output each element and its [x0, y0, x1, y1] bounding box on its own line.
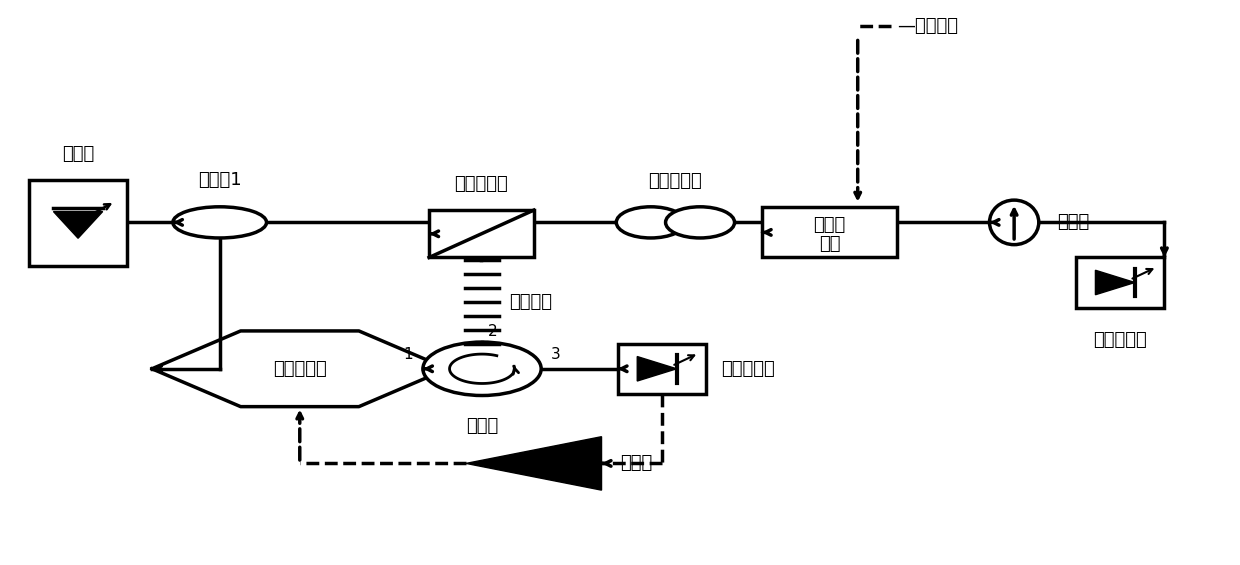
Text: 偏振调: 偏振调: [813, 216, 846, 233]
Text: 光纤光栅: 光纤光栅: [510, 293, 552, 311]
Text: 1: 1: [403, 347, 413, 362]
Bar: [618, 344, 707, 394]
Circle shape: [666, 207, 734, 238]
Text: 光电探测器: 光电探测器: [1094, 331, 1147, 349]
Text: 放大器: 放大器: [620, 454, 652, 472]
Text: 偏振耦合器: 偏振耦合器: [455, 176, 508, 193]
Text: 偏振器: 偏振器: [1058, 214, 1090, 232]
Text: 制器: 制器: [818, 234, 841, 253]
Circle shape: [423, 342, 541, 396]
Polygon shape: [466, 437, 601, 490]
Text: 偏振控制器: 偏振控制器: [649, 172, 702, 190]
Text: 3: 3: [551, 347, 560, 362]
Text: 2: 2: [489, 324, 497, 339]
Bar: [1076, 258, 1164, 307]
Polygon shape: [1095, 270, 1135, 295]
Text: 光电探测器: 光电探测器: [720, 360, 775, 378]
Text: 激光器: 激光器: [62, 145, 94, 163]
Polygon shape: [53, 211, 103, 238]
Ellipse shape: [990, 200, 1039, 245]
Text: 耦合器1: 耦合器1: [198, 171, 242, 189]
Bar: [29, 180, 128, 266]
Text: —编码信号: —编码信号: [897, 18, 959, 36]
Bar: [761, 207, 897, 258]
Text: 环行器: 环行器: [466, 416, 498, 434]
Bar: [429, 210, 533, 258]
Text: 相位调制器: 相位调制器: [273, 360, 326, 378]
Polygon shape: [637, 357, 677, 381]
Ellipse shape: [172, 207, 267, 238]
Circle shape: [616, 207, 686, 238]
